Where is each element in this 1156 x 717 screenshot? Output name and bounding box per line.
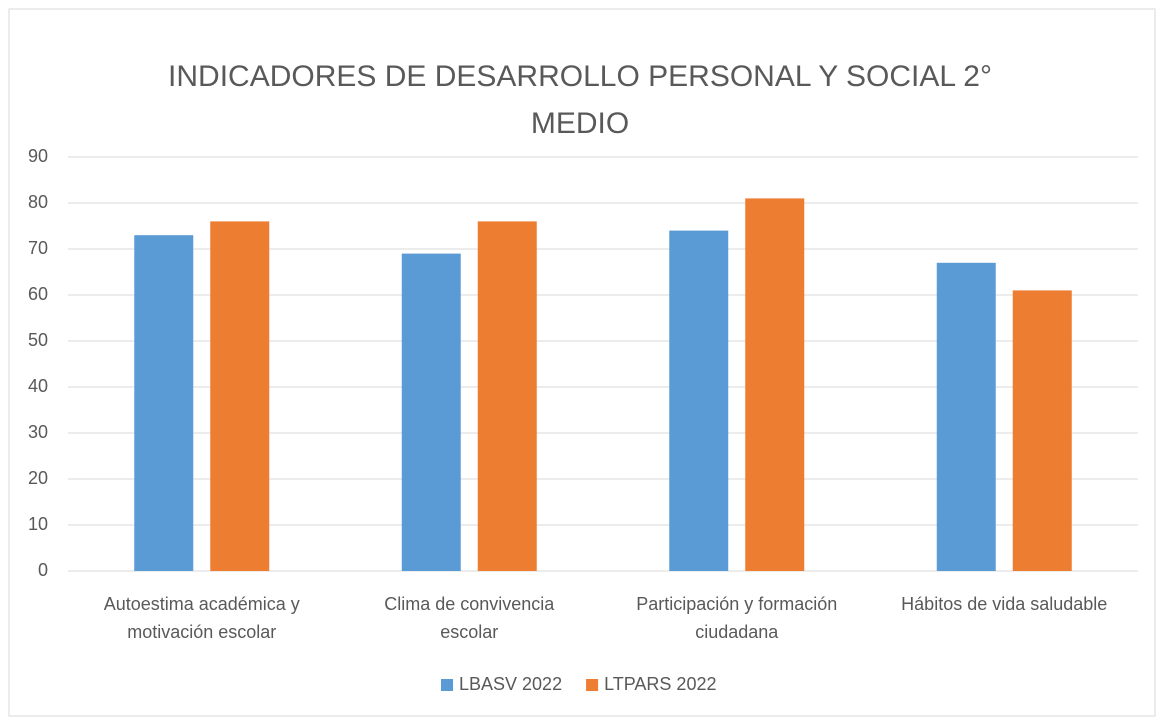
legend-swatch <box>441 679 453 691</box>
chart-title: INDICADORES DE DESARROLLO PERSONAL Y SOC… <box>168 60 992 140</box>
bar <box>1012 290 1072 571</box>
bar <box>134 235 194 571</box>
x-tick-label: Participación y formación ciudadana <box>636 594 837 642</box>
y-tick-label: 40 <box>28 376 48 396</box>
legend-label: LTPARS 2022 <box>604 674 716 694</box>
legend-swatch <box>586 679 599 691</box>
bar <box>477 221 537 571</box>
y-tick-label: 20 <box>28 468 48 488</box>
bar <box>401 253 461 571</box>
y-tick-label: 80 <box>28 192 48 212</box>
bar <box>669 230 729 571</box>
y-tick-label: 10 <box>28 514 48 534</box>
legend-label: LBASV 2022 <box>459 674 562 694</box>
bar <box>745 198 805 571</box>
y-tick-label: 0 <box>38 560 48 580</box>
x-tick-label: Hábitos de vida saludable <box>901 594 1107 614</box>
bar <box>210 221 270 571</box>
x-tick-label: Clima de convivencia escolar <box>384 594 555 642</box>
y-tick-label: 30 <box>28 422 48 442</box>
x-tick-label: Autoestima académica y motivación escolar <box>104 594 300 642</box>
bar <box>936 262 996 571</box>
y-tick-label: 70 <box>28 238 48 258</box>
y-tick-label: 50 <box>28 330 48 350</box>
y-tick-label: 60 <box>28 284 48 304</box>
y-tick-label: 90 <box>28 146 48 166</box>
